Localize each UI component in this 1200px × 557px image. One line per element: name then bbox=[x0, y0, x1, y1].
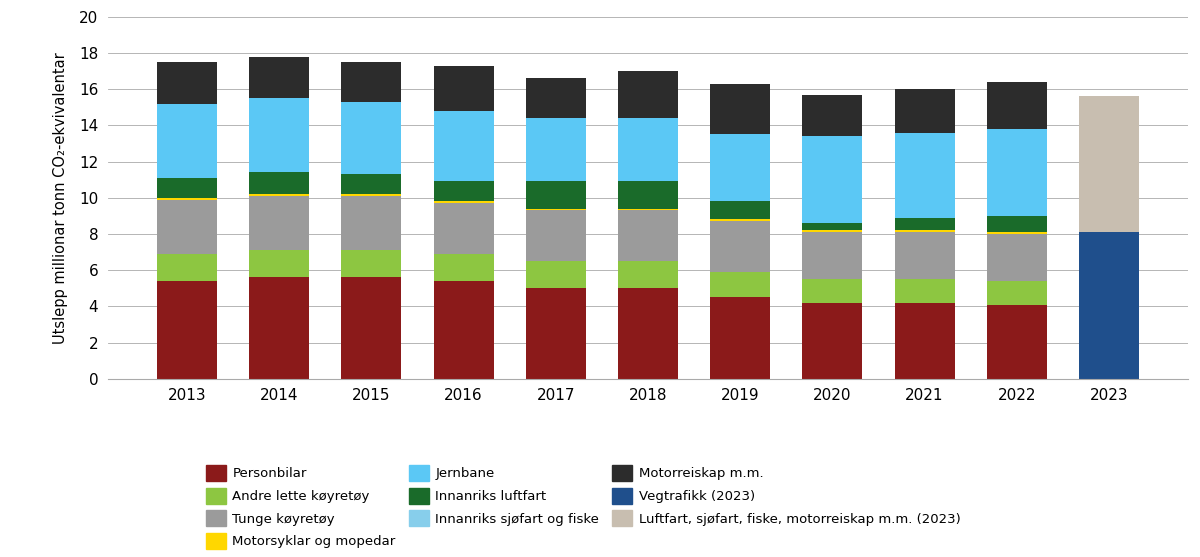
Bar bbox=[986, 234, 1046, 281]
Bar bbox=[157, 281, 217, 379]
Bar bbox=[986, 216, 1046, 232]
Bar bbox=[986, 281, 1046, 305]
Bar bbox=[157, 62, 217, 104]
Bar bbox=[618, 118, 678, 182]
Bar bbox=[710, 201, 770, 219]
Bar bbox=[1079, 96, 1139, 232]
Bar bbox=[250, 57, 310, 98]
Bar bbox=[250, 250, 310, 277]
Bar bbox=[342, 174, 401, 194]
Bar bbox=[157, 254, 217, 281]
Bar bbox=[433, 203, 493, 254]
Bar bbox=[803, 230, 863, 232]
Bar bbox=[1079, 232, 1139, 379]
Bar bbox=[618, 211, 678, 261]
Bar bbox=[803, 279, 863, 302]
Bar bbox=[526, 288, 586, 379]
Bar bbox=[710, 134, 770, 202]
Bar bbox=[250, 196, 310, 250]
Bar bbox=[895, 218, 954, 230]
Bar bbox=[895, 89, 954, 133]
Bar bbox=[710, 297, 770, 379]
Bar bbox=[433, 182, 493, 202]
Bar bbox=[986, 232, 1046, 234]
Bar bbox=[250, 194, 310, 196]
Bar bbox=[526, 118, 586, 182]
Y-axis label: Utslepp millionar tonn CO₂-ekvivalentar: Utslepp millionar tonn CO₂-ekvivalentar bbox=[53, 52, 67, 344]
Bar bbox=[710, 272, 770, 297]
Bar bbox=[157, 178, 217, 198]
Bar bbox=[895, 230, 954, 232]
Bar bbox=[342, 102, 401, 174]
Bar bbox=[710, 219, 770, 221]
Bar bbox=[895, 232, 954, 279]
Bar bbox=[433, 202, 493, 203]
Bar bbox=[526, 78, 586, 118]
Bar bbox=[618, 261, 678, 288]
Bar bbox=[803, 302, 863, 379]
Bar bbox=[895, 279, 954, 302]
Bar bbox=[803, 232, 863, 279]
Bar bbox=[250, 173, 310, 194]
Bar bbox=[618, 208, 678, 211]
Bar bbox=[618, 71, 678, 118]
Bar bbox=[710, 221, 770, 272]
Bar bbox=[342, 196, 401, 250]
Bar bbox=[157, 199, 217, 254]
Bar bbox=[157, 104, 217, 178]
Bar bbox=[342, 194, 401, 196]
Bar bbox=[803, 95, 863, 136]
Bar bbox=[342, 250, 401, 277]
Bar bbox=[433, 111, 493, 182]
Bar bbox=[986, 305, 1046, 379]
Bar bbox=[986, 82, 1046, 129]
Bar bbox=[710, 84, 770, 134]
Bar bbox=[526, 211, 586, 261]
Bar bbox=[618, 182, 678, 208]
Bar bbox=[342, 277, 401, 379]
Bar bbox=[342, 62, 401, 102]
Bar bbox=[986, 129, 1046, 216]
Bar bbox=[433, 281, 493, 379]
Bar bbox=[895, 302, 954, 379]
Bar bbox=[895, 133, 954, 218]
Bar bbox=[250, 98, 310, 173]
Legend: Personbilar, Andre lette køyretøy, Tunge køyretøy, Motorsyklar og mopedar, Jernb: Personbilar, Andre lette køyretøy, Tunge… bbox=[206, 465, 960, 549]
Bar bbox=[803, 136, 863, 223]
Bar bbox=[157, 198, 217, 199]
Bar bbox=[526, 182, 586, 208]
Bar bbox=[618, 288, 678, 379]
Bar bbox=[803, 223, 863, 230]
Bar bbox=[526, 208, 586, 211]
Bar bbox=[433, 254, 493, 281]
Bar bbox=[526, 261, 586, 288]
Bar bbox=[250, 277, 310, 379]
Bar bbox=[433, 66, 493, 111]
